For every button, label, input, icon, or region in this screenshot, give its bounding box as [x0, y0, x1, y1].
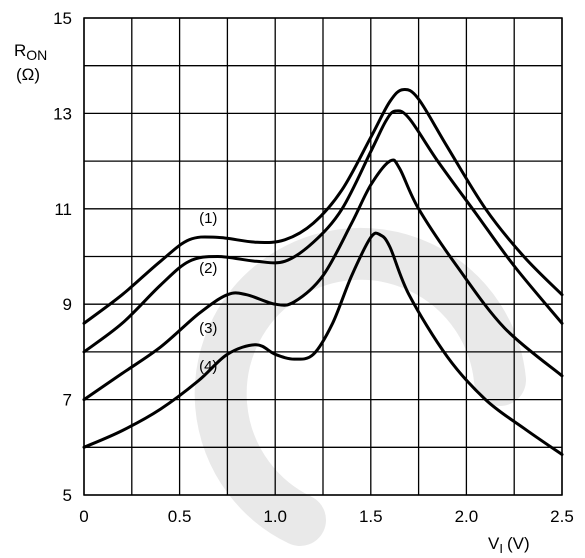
y-tick-label: 7 [63, 391, 72, 410]
y-tick-label: 9 [63, 295, 72, 314]
series-labels: (1) (2) (3) (4) [199, 210, 217, 375]
x-tick-label: 2.5 [550, 507, 574, 526]
x-axis-label: VI (V) [488, 534, 530, 556]
x-tick-label: 1.0 [263, 507, 287, 526]
y-tick-label: 5 [63, 486, 72, 505]
curves [82, 88, 564, 456]
y-axis-label: RON [14, 41, 47, 63]
x-tick-label: 2.0 [455, 507, 479, 526]
x-tick-label: 0.5 [168, 507, 192, 526]
x-axis-label-sub: I [499, 541, 503, 556]
y-tick-labels: 5 7 9 11 13 15 [53, 9, 72, 505]
x-tick-labels: 0 0.5 1.0 1.5 2.0 2.5 [79, 507, 574, 526]
x-tick-label: 0 [79, 507, 88, 526]
x-axis-label-main: V [488, 534, 500, 553]
series-line-1 [82, 88, 564, 325]
series-label-3: (3) [199, 320, 217, 337]
series-line-3 [82, 158, 564, 402]
plot-frame [83, 17, 563, 496]
watermark-decoration [194, 227, 526, 546]
y-tick-label: 13 [53, 104, 72, 123]
series-line-4 [82, 231, 564, 456]
series-label-4: (4) [199, 358, 217, 375]
y-tick-label: 15 [53, 9, 72, 28]
x-tick-label: 1.5 [359, 507, 383, 526]
y-axis-label-sub: ON [26, 47, 47, 63]
y-axis-label-main: R [14, 41, 26, 60]
x-axis-unit: (V) [507, 534, 530, 553]
series-label-2: (2) [199, 260, 217, 277]
series-line-2 [82, 109, 564, 354]
y-axis-unit: (Ω) [16, 65, 40, 84]
series-label-1: (1) [199, 210, 217, 227]
grid [83, 17, 563, 496]
y-tick-label: 11 [54, 200, 72, 219]
